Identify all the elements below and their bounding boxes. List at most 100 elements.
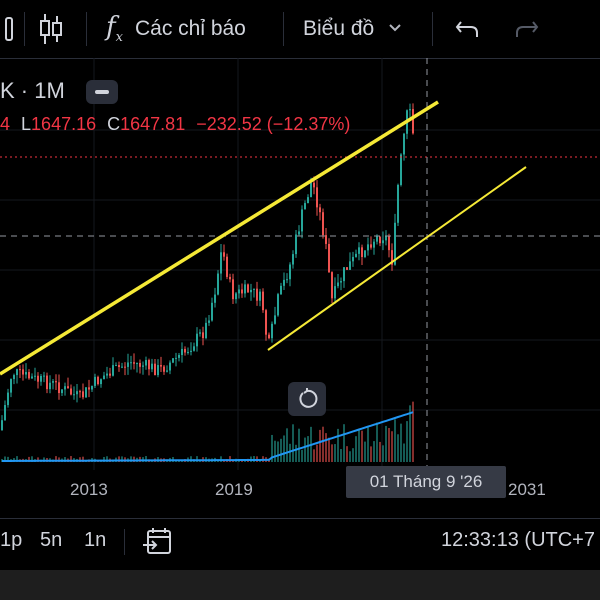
volume-bar bbox=[196, 456, 198, 462]
reset-chart-button[interactable] bbox=[288, 382, 326, 416]
candle-body bbox=[184, 348, 186, 353]
candle-body bbox=[229, 276, 231, 280]
candle-body bbox=[181, 348, 183, 355]
collapse-legend-button[interactable] bbox=[86, 80, 118, 104]
close-label: C bbox=[107, 114, 121, 134]
range-1n[interactable]: 1n bbox=[84, 529, 107, 551]
change-value: −232.52 (−12.37%) bbox=[196, 114, 351, 134]
candlestick-chart-icon[interactable] bbox=[36, 12, 66, 46]
candle-body bbox=[409, 109, 411, 111]
volume-bar bbox=[64, 457, 66, 462]
volume-bar bbox=[121, 456, 123, 462]
candle-body bbox=[307, 197, 309, 204]
candle-body bbox=[67, 386, 69, 389]
volume-bar bbox=[43, 457, 45, 462]
candle-body bbox=[127, 362, 129, 367]
volume-bar bbox=[331, 444, 333, 462]
toolbar-divider bbox=[24, 12, 25, 46]
candle-body bbox=[274, 315, 276, 324]
candle-body bbox=[346, 267, 348, 270]
volume-bar bbox=[4, 456, 6, 462]
candle-body bbox=[241, 289, 243, 294]
candle-body bbox=[238, 289, 240, 294]
volume-bar bbox=[118, 456, 120, 462]
candle-body bbox=[226, 256, 228, 277]
candle-body bbox=[4, 405, 6, 421]
candle-body bbox=[400, 154, 402, 185]
candle-body bbox=[70, 388, 72, 395]
volume-bar bbox=[385, 425, 387, 462]
candle-body bbox=[196, 333, 198, 347]
volume-bar bbox=[31, 456, 33, 462]
symbol-interval[interactable]: K · 1M bbox=[0, 78, 65, 103]
bottom-divider bbox=[124, 529, 125, 555]
candle-body bbox=[31, 376, 33, 379]
close-value: 1647.81 bbox=[120, 114, 186, 134]
candle-body bbox=[43, 375, 45, 377]
volume-bar bbox=[82, 456, 84, 462]
redo-icon bbox=[516, 21, 539, 37]
volume-bar bbox=[409, 405, 411, 462]
volume-bar bbox=[28, 456, 30, 462]
chart-type-label: Biểu đồ bbox=[303, 17, 375, 40]
clock-timezone[interactable]: 12:33:13 (UTC+7 bbox=[441, 529, 595, 551]
redo-button[interactable] bbox=[510, 14, 542, 44]
volume-bar bbox=[271, 434, 273, 462]
candle-body bbox=[118, 365, 120, 368]
volume-bar bbox=[286, 428, 288, 462]
calendar-goto-icon bbox=[143, 528, 171, 554]
candle-body bbox=[319, 207, 321, 213]
candle-body bbox=[55, 381, 57, 383]
crosshair-date-label: 01 Tháng 9 '26 bbox=[346, 466, 506, 498]
candle-body bbox=[157, 365, 159, 376]
candle-body bbox=[151, 363, 153, 370]
candle-body bbox=[352, 256, 354, 262]
footer-strip bbox=[0, 570, 600, 600]
candle-body bbox=[94, 376, 96, 386]
candle-body bbox=[223, 252, 225, 257]
volume-bar bbox=[325, 433, 327, 462]
candle-body bbox=[109, 373, 111, 376]
undo-button[interactable] bbox=[452, 14, 484, 44]
candle-body bbox=[88, 387, 90, 390]
indicators-button[interactable]: fx Các chỉ báo bbox=[106, 10, 246, 48]
candle-body bbox=[355, 253, 357, 257]
volume-bar bbox=[133, 456, 135, 462]
candle-body bbox=[220, 252, 222, 274]
volume-bar bbox=[352, 448, 354, 462]
volume-bar bbox=[370, 446, 372, 462]
candle-body bbox=[304, 203, 306, 210]
menu-edge-icon[interactable] bbox=[0, 14, 20, 44]
candle-body bbox=[247, 284, 249, 293]
range-1p[interactable]: 1p bbox=[0, 529, 23, 551]
chart-type-dropdown[interactable]: Biểu đồ bbox=[303, 10, 402, 48]
candle-body bbox=[265, 310, 267, 335]
candle-body bbox=[376, 236, 378, 242]
candle-body bbox=[289, 264, 291, 280]
price-chart[interactable] bbox=[0, 58, 600, 518]
candle-body bbox=[106, 373, 108, 376]
candle-body bbox=[175, 357, 177, 359]
volume-bar bbox=[364, 441, 366, 462]
chart-pane[interactable] bbox=[0, 58, 600, 518]
candle-body bbox=[301, 209, 303, 232]
candle-body bbox=[40, 375, 42, 382]
candle-body bbox=[364, 250, 366, 258]
candles bbox=[1, 103, 414, 432]
candle-body bbox=[379, 236, 381, 244]
candle-body bbox=[403, 133, 405, 155]
go-to-date-button[interactable] bbox=[142, 527, 174, 557]
x-tick-2019: 2019 bbox=[215, 480, 253, 499]
candle-body bbox=[382, 240, 384, 244]
volume-bar bbox=[322, 426, 324, 462]
range-5n[interactable]: 5n bbox=[40, 529, 63, 551]
candle-body bbox=[391, 250, 393, 265]
candle-body bbox=[298, 231, 300, 235]
minus-icon bbox=[95, 90, 109, 94]
candle-body bbox=[310, 182, 312, 198]
undo-icon bbox=[455, 21, 478, 37]
volume-bar bbox=[313, 449, 315, 462]
candle-body bbox=[28, 372, 30, 379]
candle-body bbox=[292, 254, 294, 265]
volume-bar bbox=[55, 456, 57, 462]
